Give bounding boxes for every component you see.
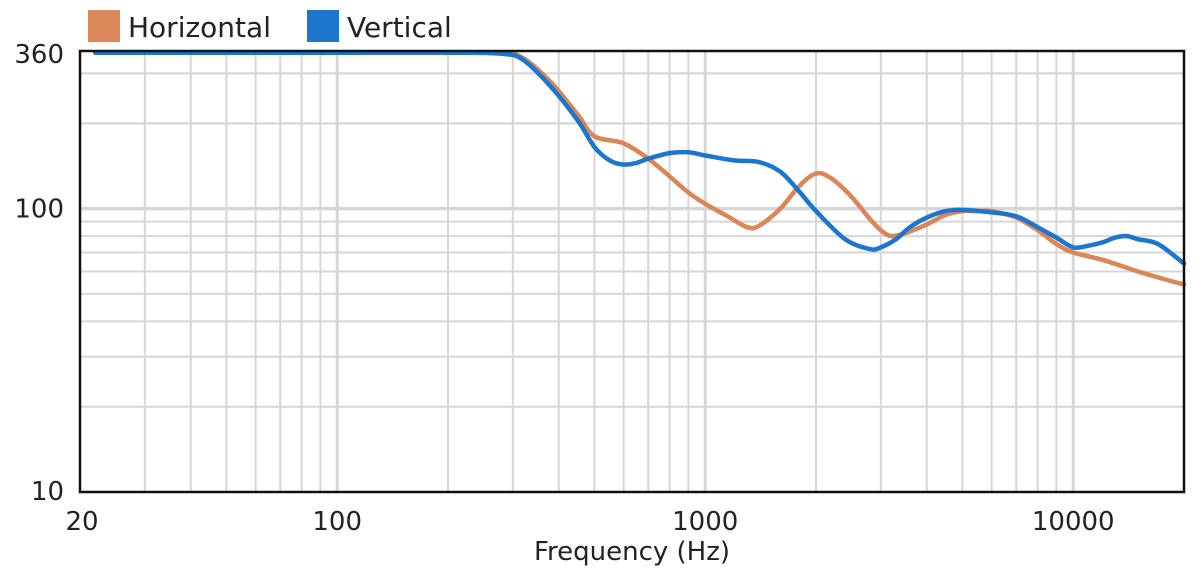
x-tick-label: 100 <box>312 507 362 537</box>
series-line-vertical <box>92 50 1187 266</box>
x-axis-ticks: 20 100 1000 10000 <box>65 507 1114 537</box>
series-line-horizontal <box>92 50 1187 287</box>
legend-label-vertical: Vertical <box>347 11 452 44</box>
plot-frame <box>78 49 1186 494</box>
y-tick-label: 360 <box>14 40 64 70</box>
legend-swatch-vertical <box>306 10 339 42</box>
grid <box>80 51 1184 492</box>
series-lines <box>92 50 1187 287</box>
y-axis-ticks: 10 100 360 <box>14 40 64 507</box>
legend: Horizontal Vertical <box>88 10 452 44</box>
x-tick-label: 10000 <box>1032 507 1115 537</box>
x-tick-label: 1000 <box>672 507 738 537</box>
x-axis-title: Frequency (Hz) <box>534 537 730 567</box>
y-tick-label: 10 <box>31 477 64 507</box>
y-tick-label: 100 <box>14 195 64 225</box>
legend-swatch-horizontal <box>88 10 120 42</box>
legend-label-horizontal: Horizontal <box>128 11 271 44</box>
x-tick-label: 20 <box>65 507 98 537</box>
